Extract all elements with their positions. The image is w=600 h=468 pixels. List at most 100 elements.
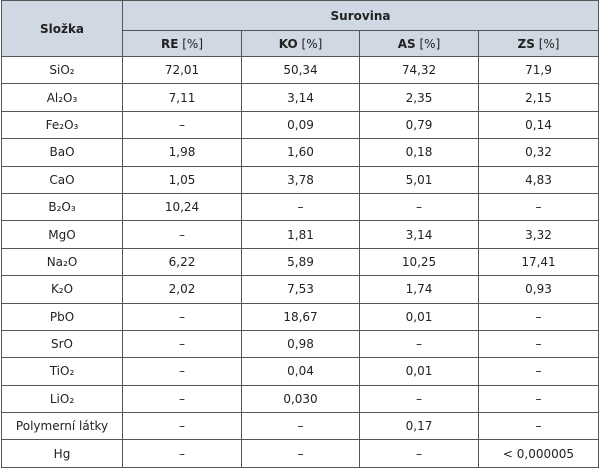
table-body: SiO₂ 72,01 50,34 74,32 71,9 Al₂O₃ 7,11 3,14 2,35… bbox=[1, 55, 599, 468]
value-cell: – bbox=[359, 384, 479, 414]
value-cell: 74,32 bbox=[359, 55, 479, 85]
value-cell: 0,32 bbox=[478, 138, 599, 167]
column-name: RE bbox=[160, 36, 179, 51]
value-cell: 10,24 bbox=[122, 192, 242, 222]
value-cell: 1,98 bbox=[122, 138, 242, 167]
value-cell: – bbox=[241, 439, 360, 468]
value-cell: 3,78 bbox=[241, 165, 360, 194]
component-cell: Polymerní látky bbox=[1, 412, 123, 441]
column-unit: [%] bbox=[301, 36, 323, 51]
column-unit: [%] bbox=[182, 36, 204, 51]
value-cell: 0,01 bbox=[359, 357, 479, 386]
component-cell: B₂O₃ bbox=[1, 192, 123, 222]
value-cell: 1,05 bbox=[122, 165, 242, 194]
group-header: Surovina bbox=[122, 0, 599, 31]
value-cell: < 0,000005 bbox=[478, 439, 599, 468]
value-cell: 72,01 bbox=[122, 55, 242, 85]
table-row: BaO 1,98 1,60 0,18 0,32 bbox=[1, 138, 599, 167]
value-cell: 1,60 bbox=[241, 138, 360, 167]
value-cell: 2,02 bbox=[122, 275, 242, 304]
value-cell: – bbox=[478, 357, 599, 386]
value-cell: 7,53 bbox=[241, 275, 360, 304]
value-cell: 6,22 bbox=[122, 247, 242, 277]
header-row: Složka Surovina bbox=[1, 0, 599, 57]
column-name: AS bbox=[397, 36, 416, 51]
value-cell: 0,93 bbox=[478, 275, 599, 304]
value-cell: – bbox=[122, 302, 242, 331]
component-cell: PbO bbox=[1, 302, 123, 331]
table-row: Al₂O₃ 7,11 3,14 2,35 2,15 bbox=[1, 83, 599, 112]
column-header: RE [%] bbox=[122, 30, 242, 57]
component-cell: TiO₂ bbox=[1, 357, 123, 386]
value-cell: 5,01 bbox=[359, 165, 479, 194]
component-cell: SiO₂ bbox=[1, 55, 123, 85]
value-cell: 10,25 bbox=[359, 247, 479, 277]
value-cell: 7,11 bbox=[122, 83, 242, 112]
value-cell: – bbox=[359, 329, 479, 359]
value-cell: 18,67 bbox=[241, 302, 360, 331]
component-cell: CaO bbox=[1, 165, 123, 194]
table-row: TiO₂ –0,04 0,01– bbox=[1, 357, 599, 386]
value-cell: – bbox=[122, 439, 242, 468]
table-row: Fe₂O₃ –0,09 0,79 0,14 bbox=[1, 110, 599, 140]
table-row: SiO₂ 72,01 50,34 74,32 71,9 bbox=[1, 55, 599, 85]
table-row: SrO –0,98– – bbox=[1, 329, 599, 359]
component-cell: Al₂O₃ bbox=[1, 83, 123, 112]
table-row: Hg – – – < 0,000005 bbox=[1, 439, 599, 468]
value-cell: – bbox=[241, 412, 360, 441]
table-header: Složka Surovina RE [%] KO [%] AS [%] ZS [%] bbox=[1, 0, 599, 57]
value-cell: – bbox=[122, 329, 242, 359]
value-cell: – bbox=[478, 329, 599, 359]
value-cell: 71,9 bbox=[478, 55, 599, 85]
value-cell: 4,83 bbox=[478, 165, 599, 194]
component-cell: Na₂O bbox=[1, 247, 123, 277]
column-header: KO [%] bbox=[241, 30, 360, 57]
value-cell: 5,89 bbox=[241, 247, 360, 277]
value-cell: 50,34 bbox=[241, 55, 360, 85]
component-cell: Hg bbox=[1, 439, 123, 468]
value-cell: – bbox=[122, 384, 242, 414]
value-cell: – bbox=[359, 192, 479, 222]
value-cell: – bbox=[478, 384, 599, 414]
value-cell: 1,81 bbox=[241, 220, 360, 249]
column-header: AS [%] bbox=[359, 30, 479, 57]
table-row: Polymerní látky – –0,17– bbox=[1, 412, 599, 441]
value-cell: 0,030 bbox=[241, 384, 360, 414]
table-row: CaO 1,05 3,78 5,01 4,83 bbox=[1, 165, 599, 194]
column-unit: [%] bbox=[419, 36, 441, 51]
component-cell: MgO bbox=[1, 220, 123, 249]
value-cell: 0,01 bbox=[359, 302, 479, 331]
value-cell: 0,04 bbox=[241, 357, 360, 386]
value-cell: – bbox=[359, 439, 479, 468]
table-row: Na₂O 6,22 5,89 10,25 17,41 bbox=[1, 247, 599, 277]
column-header: ZS [%] bbox=[478, 30, 599, 57]
value-cell: 0,14 bbox=[478, 110, 599, 140]
value-cell: 0,09 bbox=[241, 110, 360, 140]
value-cell: – bbox=[122, 357, 242, 386]
value-cell: 2,15 bbox=[478, 83, 599, 112]
value-cell: 1,74 bbox=[359, 275, 479, 304]
component-cell: K₂O bbox=[1, 275, 123, 304]
value-cell: 0,79 bbox=[359, 110, 479, 140]
table-row: B₂O₃ 10,24– – – bbox=[1, 192, 599, 222]
table-row: MgO –1,81 3,14 3,32 bbox=[1, 220, 599, 249]
component-cell: Fe₂O₃ bbox=[1, 110, 123, 140]
value-cell: 0,17 bbox=[359, 412, 479, 441]
column-name: ZS bbox=[517, 36, 535, 51]
table-row: K₂O 2,02 7,53 1,74 0,93 bbox=[1, 275, 599, 304]
component-cell: BaO bbox=[1, 138, 123, 167]
value-cell: – bbox=[122, 110, 242, 140]
value-cell: 3,32 bbox=[478, 220, 599, 249]
component-cell: SrO bbox=[1, 329, 123, 359]
value-cell: – bbox=[122, 412, 242, 441]
value-cell: 0,98 bbox=[241, 329, 360, 359]
table-row: LiO₂ –0,030– – bbox=[1, 384, 599, 414]
value-cell: 3,14 bbox=[359, 220, 479, 249]
column-unit: [%] bbox=[538, 36, 560, 51]
value-cell: 2,35 bbox=[359, 83, 479, 112]
value-cell: – bbox=[478, 412, 599, 441]
column-name: KO bbox=[278, 36, 298, 51]
value-cell: – bbox=[478, 192, 599, 222]
value-cell: – bbox=[122, 220, 242, 249]
value-cell: 17,41 bbox=[478, 247, 599, 277]
